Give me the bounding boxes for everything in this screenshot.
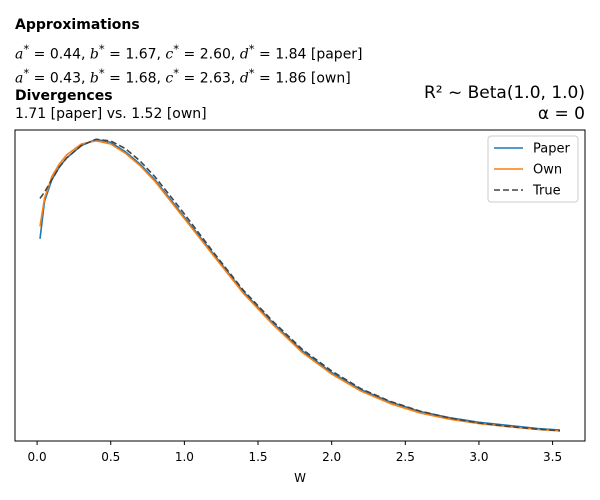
paper-d: 1.84 xyxy=(275,46,307,63)
legend-label-own: Own xyxy=(533,163,562,178)
series-line-true xyxy=(39,138,561,432)
paper-c: 2.60 xyxy=(199,46,231,63)
legend: Paper Own True xyxy=(487,135,579,203)
own-c: 2.63 xyxy=(199,70,231,87)
legend-box xyxy=(487,135,579,203)
own-a: 0.43 xyxy=(49,70,81,87)
paper-params-line: a* = 0.44, b* = 1.67, c* = 2.60, d* = 1.… xyxy=(15,42,363,63)
paper-b: 1.67 xyxy=(125,46,157,63)
x-tick-label: 1.0 xyxy=(175,450,194,464)
divergences-title: Divergences xyxy=(15,88,113,104)
own-b: 1.68 xyxy=(125,70,157,87)
distribution-label: R² ~ Beta(1.0, 1.0) xyxy=(423,83,585,103)
own-tag: [own] xyxy=(310,70,351,87)
legend-label-true: True xyxy=(532,184,561,199)
x-tick-label: 0.5 xyxy=(101,450,120,464)
x-axis-ticks: 0.0 0.5 1.0 1.5 2.0 2.5 3.0 3.5 xyxy=(28,441,562,464)
approximations-title: Approximations xyxy=(15,17,140,33)
own-d: 1.86 xyxy=(275,70,307,87)
x-tick-label: 0.0 xyxy=(28,450,47,464)
x-tick-label: 3.0 xyxy=(469,450,488,464)
x-tick-label: 2.5 xyxy=(396,450,415,464)
own-params-line: a* = 0.43, b* = 1.68, c* = 2.63, d* = 1.… xyxy=(15,66,351,87)
series-line-own xyxy=(39,140,561,432)
x-tick-label: 2.0 xyxy=(322,450,341,464)
series-lines xyxy=(39,138,561,432)
divergences-values: 1.71 [paper] vs. 1.52 [own] xyxy=(15,106,207,122)
alpha-label: α = 0 xyxy=(537,104,585,124)
paper-tag: [paper] xyxy=(310,46,363,63)
x-tick-label: 1.5 xyxy=(248,450,267,464)
paper-a: 0.44 xyxy=(49,46,81,63)
x-axis-label: W xyxy=(294,471,306,485)
legend-label-paper: Paper xyxy=(533,142,570,157)
series-line-paper xyxy=(39,138,561,431)
x-tick-label: 3.5 xyxy=(543,450,562,464)
plot-frame xyxy=(14,129,586,442)
